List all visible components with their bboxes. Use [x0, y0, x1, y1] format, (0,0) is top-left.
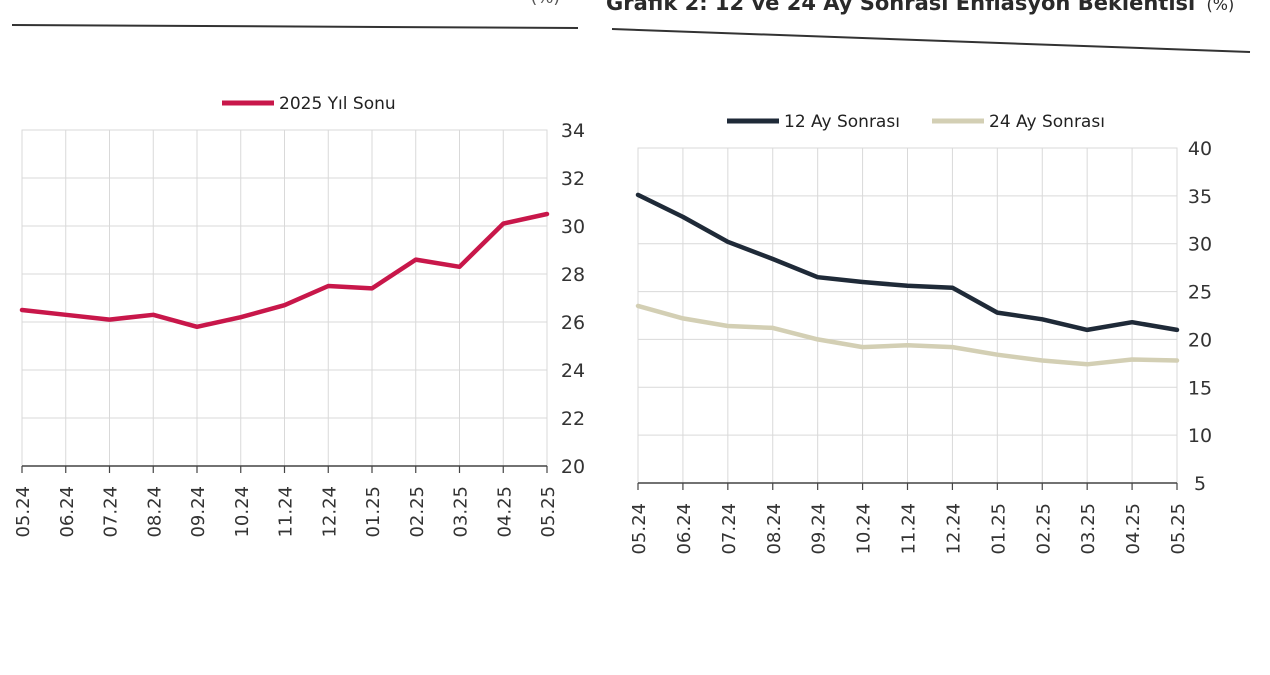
y-tick-label: 30: [1188, 234, 1212, 256]
y-tick-label: 28: [561, 264, 585, 286]
y-tick-label: 40: [1188, 138, 1212, 160]
legend-label-0: 2025 Yıl Sonu: [279, 94, 396, 114]
x-tick-label: 12.24: [319, 486, 340, 538]
x-tick-label: 11.24: [899, 503, 920, 555]
y-tick-label: 32: [561, 168, 585, 190]
series-line-1: [635, 303, 1180, 367]
x-tick-label: 04.25: [494, 486, 515, 538]
y-tick-label: 34: [561, 120, 585, 142]
x-tick-label: 02.25: [1033, 503, 1054, 555]
series-line-0: [19, 211, 550, 330]
x-tick-label: 05.24: [629, 503, 650, 555]
left-title-unit: (%): [531, 0, 560, 8]
right-title-text: Grafik 2: 12 ve 24 Ay Sonrası Enflasyon …: [606, 0, 1195, 15]
right-title-rule: [611, 28, 1251, 53]
x-tick-label: 12.24: [943, 503, 964, 555]
x-tick-label: 06.24: [57, 486, 78, 538]
x-tick-label: 09.24: [809, 503, 830, 555]
x-tick-label: 08.24: [764, 503, 785, 555]
chart-2025-year-end: 20 22 24 26 28 30 32 34 05.24 06.24 07.24 08.24 09.2…: [13, 94, 585, 538]
right-header: Grafik 2: 12 ve 24 Ay Sonrası Enflasyon …: [606, 0, 1251, 53]
y-tick-label: 15: [1188, 377, 1212, 399]
y-tick-label: 25: [1188, 282, 1212, 304]
chart-12-24-month-expectation: 5 10 15 20 25 30 35 40 05.24 06.24 07.24 08.24 09.24…: [629, 112, 1212, 555]
series-line-0: [635, 192, 1180, 333]
y-tick-label: 26: [561, 312, 585, 334]
x-tick-label: 01.25: [988, 503, 1009, 555]
x-tick-label: 01.25: [363, 486, 384, 538]
x-tick-label: 04.25: [1123, 503, 1144, 555]
x-tick-label: 06.24: [674, 503, 695, 555]
x-tick-label: 07.24: [719, 503, 740, 555]
x-tick-label: 07.24: [101, 486, 122, 538]
x-tick-label: 09.24: [188, 486, 209, 538]
left-header: (%): [11, 0, 579, 29]
x-tick-label: 11.24: [276, 486, 297, 538]
x-tick-label: 05.24: [13, 486, 34, 538]
x-tick-label: 05.25: [1168, 503, 1189, 555]
x-tick-label: 05.25: [538, 486, 559, 538]
right-title-unit: (%): [1207, 0, 1235, 14]
y-tick-label: 35: [1188, 186, 1212, 208]
x-tick-label: 10.24: [854, 503, 875, 555]
x-tick-label: 08.24: [144, 486, 165, 538]
x-tick-label: 03.25: [1078, 503, 1099, 555]
y-tick-label: 20: [1188, 329, 1212, 351]
y-tick-label: 24: [561, 360, 585, 382]
y-tick-label: 20: [561, 456, 585, 478]
y-tick-label: 22: [561, 408, 585, 430]
x-tick-label: 02.25: [407, 486, 428, 538]
y-tick-label: 5: [1194, 473, 1206, 495]
y-tick-label: 30: [561, 216, 585, 238]
legend-label-1: 24 Ay Sonrası: [989, 112, 1105, 132]
left-title-rule: [11, 24, 579, 29]
x-tick-label: 03.25: [451, 486, 472, 538]
x-tick-label: 10.24: [232, 486, 253, 538]
y-tick-label: 10: [1188, 425, 1212, 447]
legend-label-0: 12 Ay Sonrası: [784, 112, 900, 132]
right-title: Grafik 2: 12 ve 24 Ay Sonrası Enflasyon …: [606, 0, 1234, 15]
